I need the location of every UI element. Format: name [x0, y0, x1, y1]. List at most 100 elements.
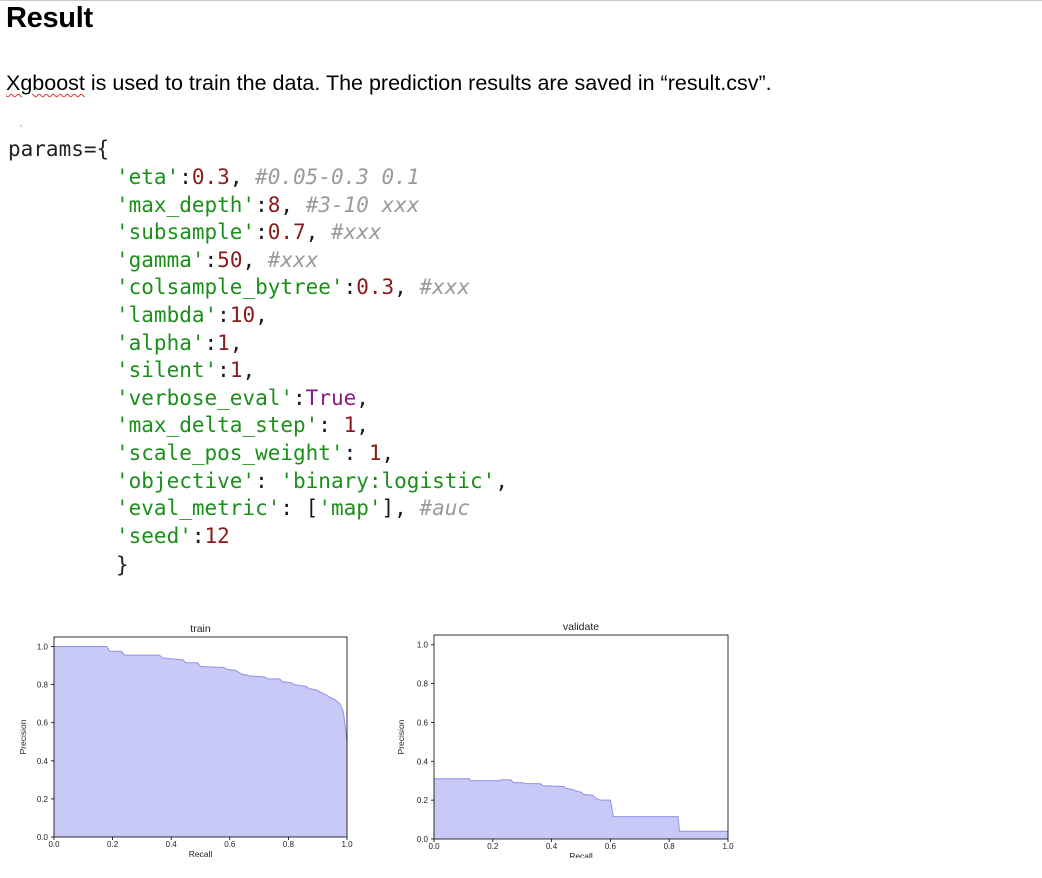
x-tick-label: 0.8 — [664, 842, 676, 851]
x-tick-label: 0.6 — [605, 842, 617, 851]
code-token: : — [255, 192, 268, 217]
x-tick-label: 0.0 — [428, 842, 440, 851]
code-token: 'map' — [318, 496, 382, 521]
code-token: #3-10 xxx — [305, 192, 420, 217]
code-token: 'scale_pos_weight' — [116, 440, 344, 465]
code-token: 'eta' — [116, 165, 180, 189]
y-tick-label: 0.4 — [37, 757, 49, 766]
train-pr-chart: 0.0 0.2 0.4 0.6 0.8 1.0 0.0 0.2 0.4 0.6 0.8 1.0 trai… — [18, 623, 353, 858]
code-token: #xxx — [330, 220, 382, 245]
code-token: 'max_depth' — [116, 192, 256, 217]
code-token: , — [242, 247, 268, 272]
code-token: : — [255, 220, 268, 245]
code-token: : — [293, 385, 306, 410]
code-token: 'verbose_eval' — [116, 385, 294, 410]
x-axis-label: Recall — [189, 849, 213, 858]
stray-mark: ' — [20, 124, 22, 135]
code-token: 10 — [229, 302, 256, 327]
code-line: 'lambda':10, — [116, 302, 508, 330]
x-tick-label: 0.4 — [166, 840, 178, 849]
y-tick-label: 0.8 — [417, 680, 429, 689]
code-token: , — [229, 165, 256, 189]
code-params-body: 'eta':0.3, #0.05-0.3 0.1'max_depth':8, #… — [116, 164, 508, 550]
y-tick-label: 0.8 — [37, 681, 49, 690]
code-token: , — [305, 220, 331, 245]
code-line: 'alpha':1, — [116, 330, 508, 358]
code-token: , — [242, 358, 256, 383]
code-token: , — [356, 385, 369, 410]
spellcheck-word[interactable]: Xgboost — [6, 71, 85, 95]
validate-pr-chart: 0.0 0.2 0.4 0.6 0.8 1.0 0.0 0.2 0.4 0.6 0.8 1.0 vali… — [396, 621, 734, 858]
code-token: #xxx — [267, 247, 319, 272]
code-token: : — [204, 330, 218, 355]
plot-frame — [53, 636, 348, 838]
chart-title: validate — [563, 621, 599, 633]
code-line: 'subsample':0.7, #xxx — [116, 219, 508, 247]
code-token: ], — [381, 496, 420, 521]
code-token: #auc — [419, 496, 471, 521]
code-token: 'colsample_bytree' — [116, 275, 344, 300]
y-tick-label: 0.6 — [37, 719, 49, 728]
code-token: 'seed' — [116, 523, 192, 548]
code-token: 'binary:logistic' — [280, 468, 496, 493]
code-token: : — [318, 413, 344, 438]
y-axis-label: Precision — [18, 719, 28, 754]
code-line: 'eta':0.3, #0.05-0.3 0.1 — [116, 164, 508, 192]
pr-curve-line — [54, 646, 348, 742]
x-tick-label: 0.4 — [546, 842, 558, 851]
code-line: 'eval_metric': ['map'], #auc — [116, 495, 508, 523]
code-token: 1 — [343, 413, 357, 438]
x-axis-label: Recall — [569, 851, 593, 858]
code-token: , — [229, 330, 243, 355]
code-token: 0.3 — [356, 275, 395, 300]
x-tick-label: 0.8 — [283, 840, 295, 849]
code-token: 50 — [217, 247, 243, 272]
code-token: True — [305, 385, 357, 410]
code-token: , — [394, 275, 420, 300]
code-token: 0.3 — [191, 165, 230, 189]
code-token: 1 — [368, 440, 382, 465]
code-token: : — [343, 275, 357, 300]
code-token: : — [179, 165, 192, 189]
y-axis-label: Precision — [396, 719, 406, 754]
code-token: : — [255, 468, 281, 493]
code-token: 'max_delta_step' — [116, 413, 319, 438]
code-line: 'scale_pos_weight': 1, — [116, 440, 508, 468]
code-token: 'gamma' — [116, 247, 205, 272]
code-line: 'max_delta_step': 1, — [116, 412, 508, 440]
description-text: is used to train the data. The predictio… — [84, 71, 772, 95]
y-tick-label: 0.2 — [417, 796, 429, 805]
pr-curve-line — [434, 778, 728, 832]
code-line: 'objective': 'binary:logistic', — [116, 468, 508, 496]
pr-area-fill — [54, 646, 347, 837]
code-token: 'silent' — [116, 358, 218, 383]
code-line: 'silent':1, — [116, 357, 508, 385]
code-token: #xxx — [419, 275, 471, 300]
code-line: 'max_depth':8, #3-10 xxx — [116, 192, 508, 220]
x-tick-label: 0.0 — [48, 840, 60, 849]
code-token: 12 — [204, 523, 230, 548]
code-token: , — [255, 302, 268, 327]
y-tick-label: 0.0 — [417, 835, 429, 844]
code-line: 'seed':12 — [116, 523, 508, 551]
code-token: 1 — [229, 358, 243, 383]
code-token: 'objective' — [116, 468, 256, 493]
x-tick-label: 0.2 — [487, 842, 499, 851]
code-token: 1 — [217, 330, 230, 355]
code-params-close: } — [116, 553, 129, 577]
code-token: 'eval_metric' — [116, 496, 281, 521]
page-top-border — [0, 0, 1042, 1]
code-token: #0.05-0.3 0.1 — [255, 165, 420, 189]
x-tick-label: 1.0 — [341, 840, 353, 849]
y-tick-label: 1.0 — [417, 641, 429, 650]
code-token: : [ — [280, 496, 319, 521]
code-token: 8 — [267, 192, 281, 217]
x-tick-label: 0.6 — [224, 840, 236, 849]
pr-area-fill — [434, 778, 728, 839]
description-paragraph: Xgboost is used to train the data. The p… — [6, 71, 772, 96]
x-tick-label: 0.2 — [107, 840, 119, 849]
code-line: 'colsample_bytree':0.3, #xxx — [116, 274, 508, 302]
code-token: : — [204, 247, 218, 272]
y-tick-label: 1.0 — [37, 643, 49, 652]
code-token: , — [495, 468, 508, 493]
